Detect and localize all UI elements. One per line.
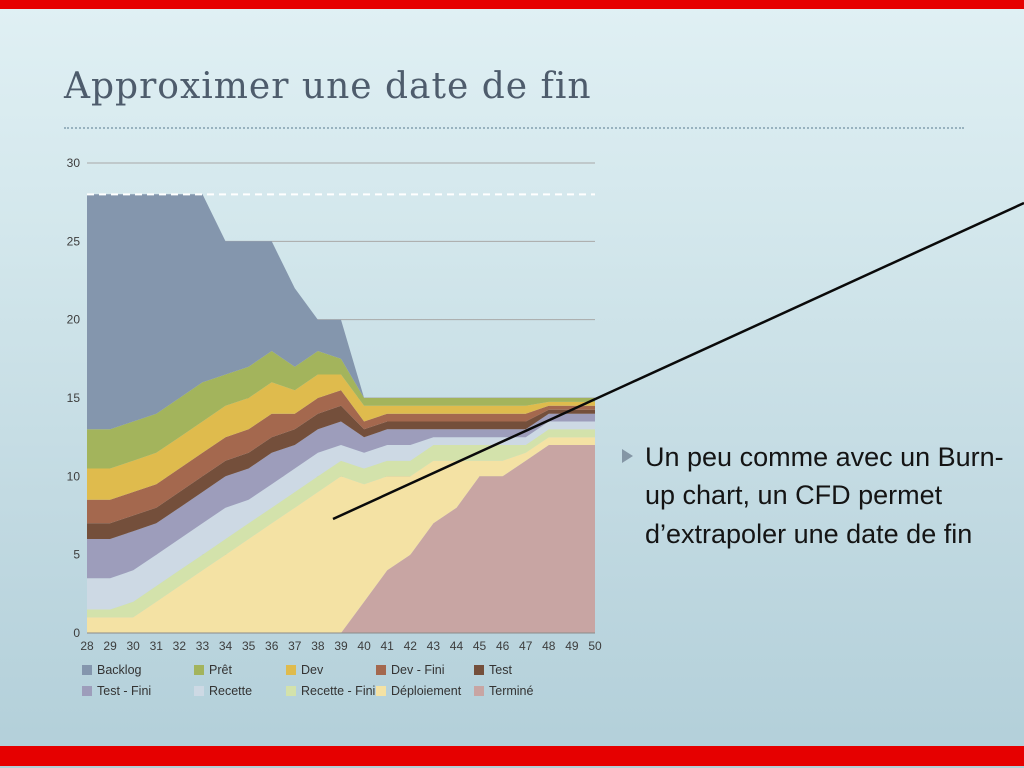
legend-label: Test - Fini	[97, 684, 152, 698]
legend-label: Dev - Fini	[391, 663, 445, 677]
chart-legend: Backlog Prêt Dev Dev - Fini Test Test - Fini R…	[62, 663, 608, 698]
legend-item: Dev - Fini	[376, 663, 474, 677]
svg-text:42: 42	[404, 639, 418, 650]
svg-text:35: 35	[242, 639, 256, 650]
svg-text:43: 43	[427, 639, 441, 650]
legend-label: Déploiement	[391, 684, 462, 698]
svg-text:31: 31	[150, 639, 164, 650]
bullet-text-block: Un peu comme avec un Burn-up chart, un C…	[622, 438, 1004, 553]
svg-text:29: 29	[103, 639, 117, 650]
svg-text:30: 30	[67, 156, 81, 170]
svg-text:48: 48	[542, 639, 556, 650]
svg-text:45: 45	[473, 639, 487, 650]
svg-text:28: 28	[80, 639, 94, 650]
legend-row: Test - Fini Recette Recette - Fini Déploiem…	[82, 684, 608, 698]
svg-text:33: 33	[196, 639, 210, 650]
top-accent-bar	[0, 0, 1024, 9]
legend-label: Test	[489, 663, 512, 677]
legend-label: Backlog	[97, 663, 142, 677]
legend-label: Dev	[301, 663, 324, 677]
svg-text:39: 39	[334, 639, 348, 650]
svg-text:46: 46	[496, 639, 510, 650]
legend-row: Backlog Prêt Dev Dev - Fini Test	[82, 663, 608, 677]
legend-swatch	[194, 665, 204, 675]
svg-text:36: 36	[265, 639, 279, 650]
bottom-accent-bar	[0, 746, 1024, 766]
legend-swatch	[286, 686, 296, 696]
svg-text:47: 47	[519, 639, 533, 650]
bullet-triangle-icon	[622, 449, 633, 463]
legend-label: Recette - Fini	[301, 684, 376, 698]
legend-item: Déploiement	[376, 684, 474, 698]
svg-text:10: 10	[67, 469, 81, 483]
svg-text:25: 25	[67, 234, 81, 248]
legend-swatch	[194, 686, 204, 696]
legend-item: Test - Fini	[82, 684, 194, 698]
legend-swatch	[82, 686, 92, 696]
svg-text:49: 49	[565, 639, 579, 650]
legend-swatch	[82, 665, 92, 675]
svg-text:15: 15	[67, 391, 81, 405]
legend-item: Prêt	[194, 663, 286, 677]
legend-item: Terminé	[474, 684, 608, 698]
svg-text:5: 5	[73, 548, 80, 562]
svg-text:38: 38	[311, 639, 325, 650]
cfd-chart: 0 5 10 15 20 25 30 28 29 30 31 32 33 34 35 36 37 38 39 40 41…	[62, 150, 608, 705]
legend-label: Recette	[209, 684, 253, 698]
slide-title: Approximer une date de fin	[64, 66, 592, 107]
legend-swatch	[474, 686, 484, 696]
svg-text:20: 20	[67, 313, 81, 327]
legend-swatch	[376, 686, 386, 696]
svg-text:41: 41	[381, 639, 395, 650]
svg-text:50: 50	[588, 639, 602, 650]
svg-text:0: 0	[73, 626, 80, 640]
svg-text:32: 32	[173, 639, 187, 650]
cfd-chart-svg: 0 5 10 15 20 25 30 28 29 30 31 32 33 34 35 36 37 38 39 40 41…	[67, 156, 602, 653]
legend-swatch	[474, 665, 484, 675]
title-divider	[64, 127, 964, 129]
legend-item: Recette	[194, 684, 286, 698]
bullet-text: Un peu comme avec un Burn-up chart, un C…	[645, 442, 1004, 549]
legend-item: Dev	[286, 663, 376, 677]
legend-label: Terminé	[489, 684, 534, 698]
svg-text:34: 34	[219, 639, 233, 650]
legend-item: Backlog	[82, 663, 194, 677]
svg-text:37: 37	[288, 639, 302, 650]
legend-swatch	[376, 665, 386, 675]
svg-text:40: 40	[357, 639, 371, 650]
svg-text:30: 30	[127, 639, 141, 650]
svg-text:44: 44	[450, 639, 464, 650]
legend-swatch	[286, 665, 296, 675]
legend-label: Prêt	[209, 663, 232, 677]
legend-item: Recette - Fini	[286, 684, 376, 698]
legend-item: Test	[474, 663, 608, 677]
